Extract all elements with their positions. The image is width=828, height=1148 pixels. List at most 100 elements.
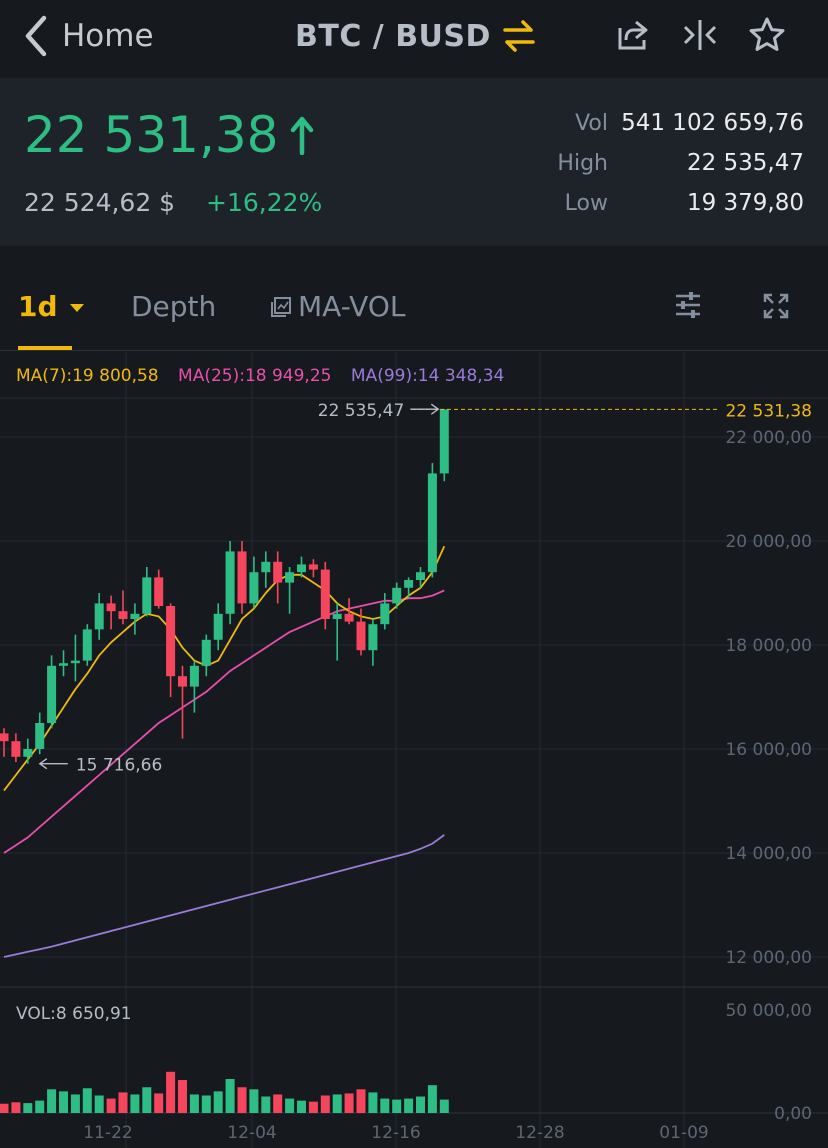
ma25-line xyxy=(3,589,445,854)
candle-body xyxy=(320,569,330,619)
share-icon[interactable] xyxy=(614,16,652,54)
ma99-line xyxy=(3,834,445,958)
fullscreen-icon[interactable] xyxy=(762,292,790,320)
last-price-label: 22 531,38 xyxy=(725,401,812,421)
volume-bar xyxy=(189,1094,199,1113)
usd-price: 22 524,62 $ xyxy=(24,188,176,217)
volume-bar xyxy=(213,1091,223,1113)
volume-bar xyxy=(368,1092,378,1113)
volume-bar xyxy=(59,1091,68,1113)
candle-body xyxy=(118,611,128,619)
candle-body xyxy=(47,665,57,723)
volume-bar xyxy=(47,1089,57,1113)
volume-bar xyxy=(356,1089,366,1113)
candle-body xyxy=(130,613,140,619)
candle-body xyxy=(70,660,80,664)
arrow-up-icon xyxy=(291,116,314,155)
candle-body xyxy=(439,409,449,474)
candle-body xyxy=(344,613,354,622)
volume-bar xyxy=(11,1102,21,1113)
candle-body xyxy=(285,572,295,583)
tab-indicator[interactable]: MA-VOL xyxy=(270,290,405,323)
pair-title: BTC / BUSD xyxy=(295,18,491,54)
volume-bar xyxy=(344,1093,354,1113)
volume-bar xyxy=(332,1094,342,1113)
candle-body xyxy=(249,572,259,604)
volume-bar xyxy=(94,1095,104,1113)
y-tick-label: 14 000,00 xyxy=(725,844,812,864)
candle-body xyxy=(142,577,152,614)
candlestick-chart[interactable]: 22 000,00 20 000,00 18 000,00 16 000,00 14 0… xyxy=(0,352,828,1148)
candle-body xyxy=(189,665,199,687)
volume-bar xyxy=(178,1080,187,1113)
last-price-value: 22 531,38 xyxy=(24,106,279,164)
volume-bar xyxy=(70,1094,80,1113)
ma25-label: MA(25):18 949,25 xyxy=(178,366,332,386)
top-nav-bar: Home BTC / BUSD xyxy=(0,0,828,78)
high-marker-arrow xyxy=(410,403,440,415)
star-icon[interactable] xyxy=(748,16,786,54)
settings-sliders-icon[interactable] xyxy=(673,290,703,320)
volume-bar xyxy=(201,1095,211,1113)
candle-body xyxy=(82,629,92,661)
candle-body xyxy=(11,741,21,757)
volume-bar xyxy=(320,1095,330,1113)
active-tab-indicator xyxy=(18,346,72,350)
back-button[interactable]: Home xyxy=(22,12,154,60)
volume-bar xyxy=(285,1098,295,1113)
caret-down-icon xyxy=(70,304,85,312)
low-marker-arrow xyxy=(38,758,68,770)
vol-value: 541 102 659,76 xyxy=(621,110,804,136)
volume-bar xyxy=(404,1098,414,1113)
y-tick-label: 22 000,00 xyxy=(725,428,812,448)
volume-bar xyxy=(118,1092,128,1113)
candle-body xyxy=(0,733,9,742)
volume-bar xyxy=(273,1094,283,1113)
volume-bar xyxy=(35,1100,45,1113)
x-tick-label: 12-04 xyxy=(227,1123,276,1143)
x-tick-label: 12-28 xyxy=(515,1123,564,1143)
volume-bar xyxy=(166,1071,176,1113)
candle-body xyxy=(201,639,211,666)
candle-body xyxy=(166,606,176,677)
x-tick-label: 12-16 xyxy=(371,1123,420,1143)
tab-interval-label: 1d xyxy=(18,290,58,323)
compare-icon[interactable] xyxy=(681,16,719,54)
candle-body xyxy=(416,572,425,580)
last-price: 22 531,38 xyxy=(24,106,314,164)
volume-bar xyxy=(23,1103,33,1113)
volume-bar xyxy=(225,1079,235,1113)
tab-depth[interactable]: Depth xyxy=(131,290,217,323)
price-summary-panel: 22 531,38 22 524,62 $ +16,22% Vol 541 10… xyxy=(0,78,828,246)
y-tick-label: 16 000,00 xyxy=(725,740,812,760)
candle-body xyxy=(154,577,164,606)
low-label: Low xyxy=(564,191,608,216)
volume-bar xyxy=(130,1094,140,1113)
volume-tick-label: 0,00 xyxy=(774,1104,812,1124)
back-label: Home xyxy=(62,18,154,54)
volume-bar xyxy=(297,1100,306,1113)
ma99-label: MA(99):14 348,34 xyxy=(350,366,505,386)
volume-bar xyxy=(380,1098,390,1113)
volume-bar xyxy=(142,1087,152,1113)
high-marker-label: 22 535,47 xyxy=(318,401,405,421)
candle-body xyxy=(94,603,104,630)
low-value: 19 379,80 xyxy=(686,190,804,216)
candle-body xyxy=(35,723,45,749)
swap-icon[interactable] xyxy=(501,18,537,54)
chevron-left-icon xyxy=(25,15,47,57)
low-marker-label: 15 716,66 xyxy=(76,756,163,776)
volume-bar xyxy=(106,1098,116,1113)
ma-legend: MA(7):19 800,58 MA(25):18 949,25 MA(99):… xyxy=(16,366,518,386)
volume-bar xyxy=(249,1089,259,1113)
volume-tick-label: 50 000,00 xyxy=(725,1001,812,1021)
candle-body xyxy=(261,561,271,573)
vol-label: Vol xyxy=(575,111,608,136)
tab-interval[interactable]: 1d xyxy=(18,290,85,323)
ma7-line xyxy=(3,545,446,792)
candle-body xyxy=(106,603,116,612)
candle-body xyxy=(297,564,306,573)
change-percent: +16,22% xyxy=(206,188,323,217)
pair-selector[interactable]: BTC / BUSD xyxy=(295,14,537,58)
volume-bar xyxy=(82,1088,92,1113)
